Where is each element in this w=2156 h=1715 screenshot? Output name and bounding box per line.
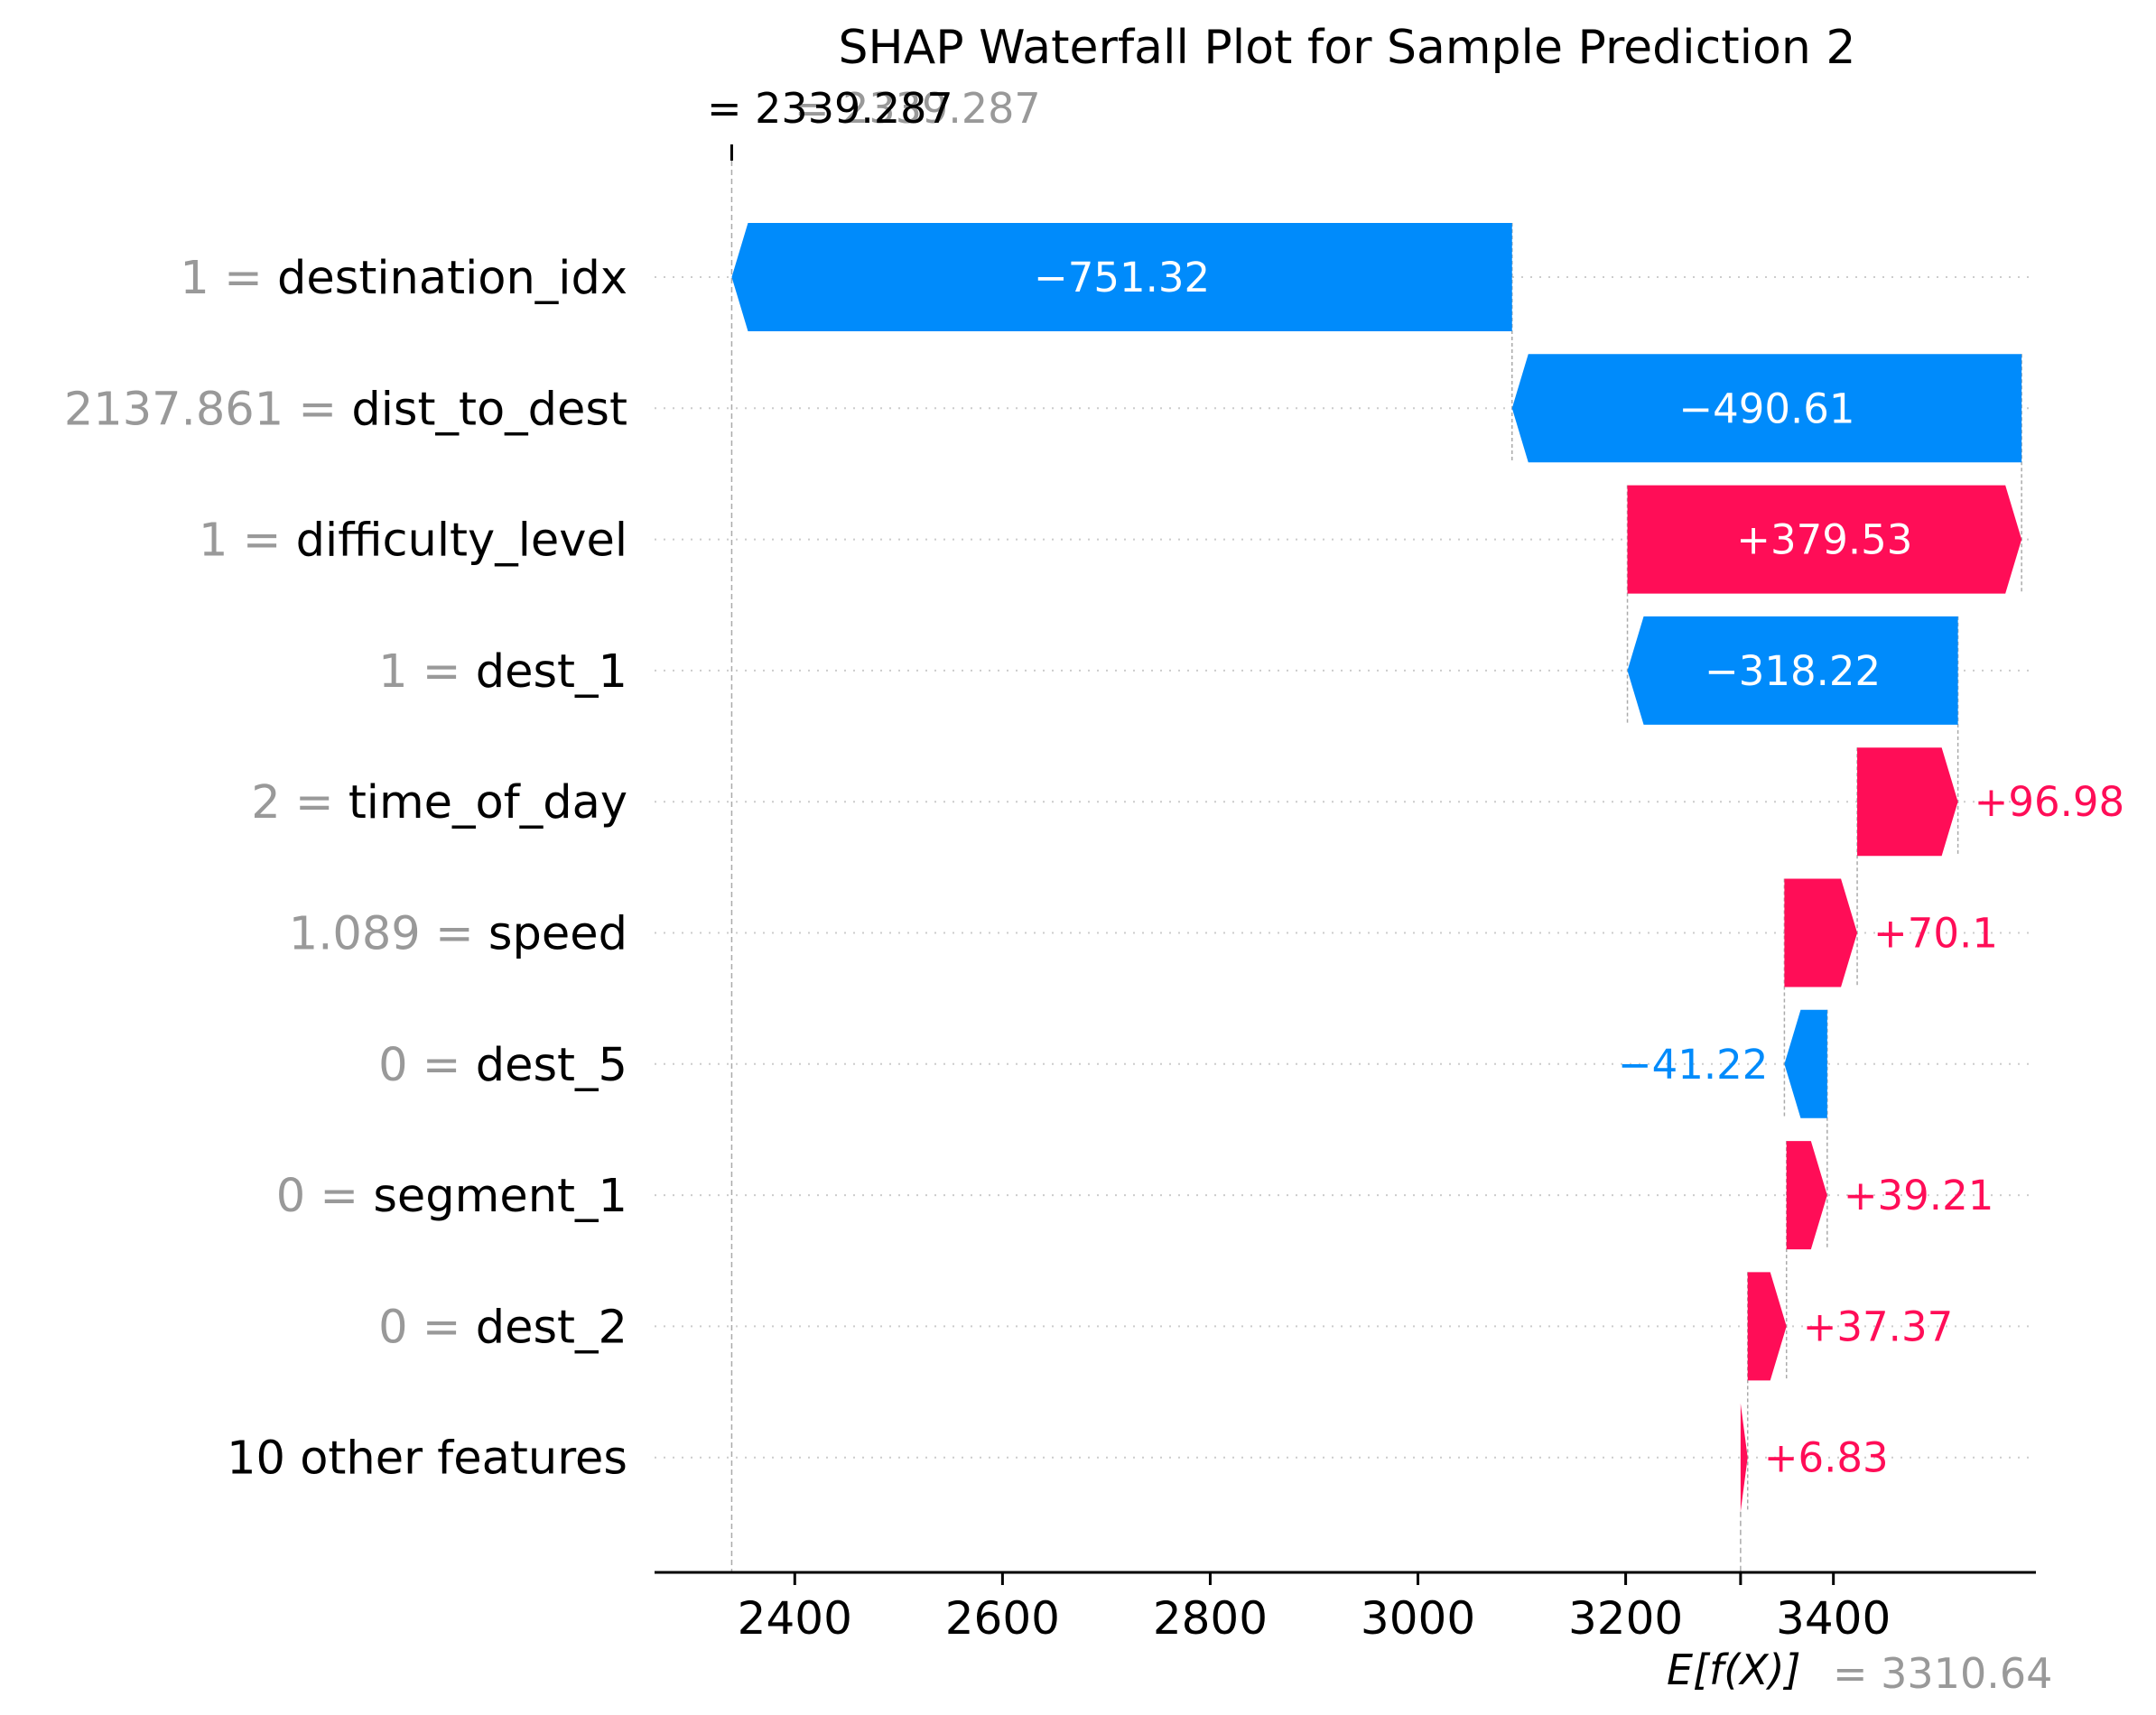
base-value-name-label: E[f(X)] bbox=[1667, 1645, 1801, 1694]
bar-value-label: +39.21 bbox=[1844, 1172, 1994, 1219]
bar-layer bbox=[731, 223, 2022, 1512]
feature-value: 1.089 = bbox=[289, 908, 488, 961]
waterfall-bar-time_of_day bbox=[1857, 747, 1958, 857]
feature-name: dest_5 bbox=[476, 1039, 627, 1092]
feature-value: 0 = bbox=[276, 1170, 374, 1223]
bar-value-label: −751.32 bbox=[1034, 254, 1210, 301]
feature-label: 0 = dest_2 bbox=[378, 1301, 627, 1354]
bar-value-label: +6.83 bbox=[1764, 1434, 1889, 1482]
x-tick-label: 2400 bbox=[738, 1592, 852, 1645]
feature-label: 2137.861 = dist_to_dest bbox=[64, 383, 627, 436]
x-tick-label: 3400 bbox=[1776, 1592, 1891, 1645]
feature-value: 1 = bbox=[180, 252, 277, 305]
bar-value-label: −41.22 bbox=[1618, 1041, 1769, 1089]
x-tick-label: 3200 bbox=[1568, 1592, 1683, 1645]
waterfall-bar-difficulty_level bbox=[1627, 485, 2022, 594]
feature-name: difficulty_level bbox=[296, 514, 627, 568]
feature-name: speed bbox=[488, 908, 627, 961]
bar-value-label: −490.61 bbox=[1678, 385, 1854, 432]
feature-name: dest_2 bbox=[476, 1301, 627, 1354]
feature-name: dist_to_dest bbox=[351, 383, 627, 436]
feature-label-layer: −751.32 −490.61 +379.53 −318.22 +96.98 +70.1 −… bbox=[64, 252, 2124, 1486]
feature-label: 0 = dest_5 bbox=[378, 1039, 627, 1092]
x-axis: 2400 2600 2800 3000 3200 3400 bbox=[655, 1571, 2036, 1645]
x-tick-label: 2800 bbox=[1153, 1592, 1268, 1645]
feature-label: 0 = segment_1 bbox=[276, 1170, 627, 1223]
feature-name: destination_idx bbox=[277, 252, 627, 305]
chart-title: SHAP Waterfall Plot for Sample Predictio… bbox=[839, 21, 1856, 75]
bar-value-label: +70.1 bbox=[1873, 910, 1998, 958]
x-tick-label: 2600 bbox=[945, 1592, 1060, 1645]
prediction-value-ghost-label: = 2339.287 bbox=[795, 84, 1041, 133]
prediction-value-label: = 2339.287 bbox=[707, 84, 953, 133]
bar-value-label: −318.22 bbox=[1705, 647, 1881, 695]
feature-label: 1.089 = speed bbox=[289, 908, 627, 961]
waterfall-bar-segment_1 bbox=[1786, 1141, 1827, 1250]
feature-value: 0 = bbox=[378, 1039, 476, 1092]
feature-label: 1 = difficulty_level bbox=[199, 514, 627, 568]
feature-value: 1 = bbox=[199, 514, 296, 568]
bar-value-label: +37.37 bbox=[1803, 1302, 1954, 1350]
waterfall-bar-destination_idx bbox=[731, 223, 1512, 331]
waterfall-bar-10-other-features bbox=[1740, 1403, 1748, 1512]
feature-name: segment_1 bbox=[373, 1170, 627, 1223]
feature-label: 1 = destination_idx bbox=[180, 252, 627, 305]
feature-label: 1 = dest_1 bbox=[378, 645, 627, 699]
feature-value: 2137.861 = bbox=[64, 383, 352, 436]
bar-value-label: +379.53 bbox=[1736, 516, 1912, 564]
feature-name: dest_1 bbox=[476, 645, 627, 699]
feature-value: 0 = bbox=[378, 1301, 476, 1354]
feature-name: time_of_day bbox=[348, 776, 627, 830]
base-value-number-label: = 3310.64 bbox=[1833, 1649, 2052, 1698]
feature-label: 10 other features bbox=[227, 1432, 627, 1486]
waterfall-bar-dest_5 bbox=[1784, 1009, 1827, 1118]
waterfall-bar-dest_2 bbox=[1747, 1272, 1787, 1381]
x-tick-label: 3000 bbox=[1361, 1592, 1475, 1645]
feature-label: 2 = time_of_day bbox=[251, 776, 627, 830]
bar-value-label: +96.98 bbox=[1975, 778, 2125, 826]
feature-name: 10 other features bbox=[227, 1432, 627, 1486]
waterfall-bar-dest_1 bbox=[1627, 616, 1958, 725]
feature-value: 1 = bbox=[378, 645, 476, 699]
waterfall-bar-dist_to_dest bbox=[1511, 354, 2022, 463]
waterfall-bar-speed bbox=[1784, 878, 1858, 987]
feature-value: 2 = bbox=[251, 776, 348, 830]
